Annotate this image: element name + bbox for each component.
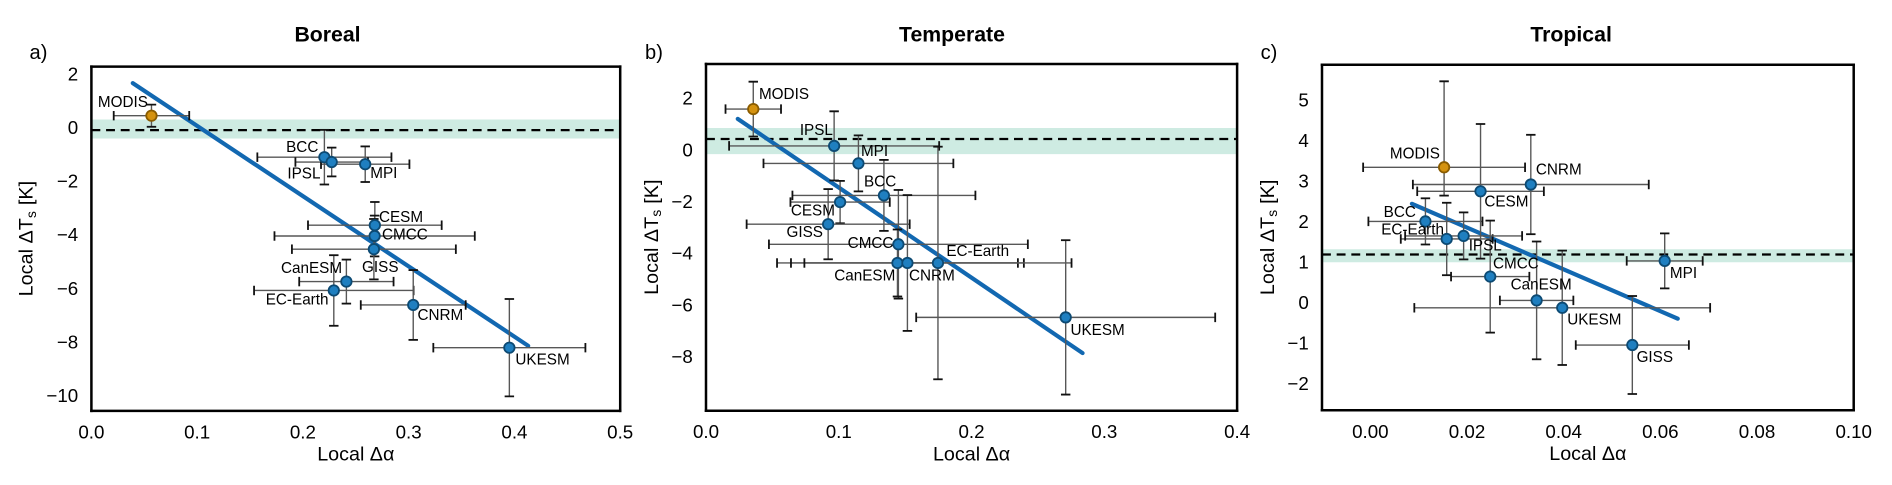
- svg-text:a): a): [30, 42, 48, 64]
- svg-text:2: 2: [682, 88, 692, 109]
- svg-text:−4: −4: [671, 243, 692, 264]
- svg-text:CESM: CESM: [379, 209, 423, 226]
- svg-text:2: 2: [68, 63, 78, 84]
- svg-text:EC-Earth: EC-Earth: [266, 292, 329, 309]
- svg-text:−1: −1: [1287, 332, 1308, 353]
- svg-text:BCC: BCC: [1384, 204, 1416, 221]
- svg-text:MODIS: MODIS: [98, 94, 148, 111]
- svg-text:Boreal: Boreal: [294, 22, 360, 46]
- svg-text:CESM: CESM: [1484, 194, 1528, 211]
- svg-text:0.08: 0.08: [1739, 421, 1776, 442]
- svg-text:−6: −6: [671, 294, 692, 315]
- svg-text:b): b): [645, 42, 663, 64]
- svg-text:−2: −2: [671, 191, 692, 212]
- svg-text:CMCC: CMCC: [848, 235, 894, 252]
- svg-text:MODIS: MODIS: [1390, 145, 1440, 162]
- svg-text:0.1: 0.1: [826, 421, 852, 442]
- svg-text:−6: −6: [57, 278, 78, 299]
- svg-text:L o c a: L o c a l Δ T [ K ] s: [13, 175, 39, 297]
- svg-text:Local Δα: Local Δα: [317, 444, 394, 466]
- svg-text:EC-Earth: EC-Earth: [1381, 221, 1444, 238]
- svg-text:CESM: CESM: [791, 202, 835, 219]
- svg-text:−8: −8: [57, 331, 78, 352]
- svg-text:IPSL: IPSL: [1469, 237, 1502, 254]
- svg-text:CNRM: CNRM: [1536, 161, 1582, 178]
- svg-text:BCC: BCC: [286, 139, 318, 156]
- svg-text:0: 0: [1298, 292, 1308, 313]
- svg-text:MPI: MPI: [1670, 265, 1697, 282]
- svg-text:GISS: GISS: [786, 224, 822, 241]
- svg-text:GISS: GISS: [1637, 349, 1673, 366]
- svg-text:Tropical: Tropical: [1530, 23, 1611, 47]
- svg-text:0.3: 0.3: [396, 421, 422, 442]
- svg-text:CanESM: CanESM: [834, 268, 895, 285]
- svg-text:0: 0: [68, 117, 78, 138]
- svg-text:L o c a: L o c a l Δ T [ K ] s: [638, 173, 664, 295]
- svg-text:−4: −4: [57, 224, 78, 245]
- svg-text:2: 2: [1298, 211, 1308, 232]
- svg-text:0.3: 0.3: [1091, 421, 1117, 442]
- svg-text:L o c a: L o c a l Δ T [ K ] s: [1254, 173, 1280, 295]
- svg-text:UKESM: UKESM: [1567, 311, 1621, 328]
- svg-text:0.0: 0.0: [693, 421, 719, 442]
- svg-text:IPSL: IPSL: [287, 166, 320, 183]
- svg-text:0.4: 0.4: [1224, 421, 1250, 442]
- svg-text:−8: −8: [671, 346, 692, 367]
- svg-text:MPI: MPI: [370, 165, 397, 182]
- svg-text:UKESM: UKESM: [1070, 322, 1124, 339]
- svg-text:BCC: BCC: [864, 174, 896, 191]
- svg-text:4: 4: [1298, 130, 1308, 151]
- svg-text:GISS: GISS: [362, 259, 398, 276]
- svg-text:Temperate: Temperate: [899, 22, 1005, 46]
- svg-text:0.06: 0.06: [1642, 421, 1679, 442]
- svg-text:−2: −2: [1287, 373, 1308, 394]
- svg-text:0: 0: [682, 139, 692, 160]
- svg-text:UKESM: UKESM: [515, 351, 569, 368]
- svg-text:0.2: 0.2: [959, 421, 985, 442]
- svg-text:0.00: 0.00: [1352, 421, 1389, 442]
- svg-text:0.10: 0.10: [1835, 421, 1872, 442]
- svg-text:CanESM: CanESM: [281, 260, 342, 277]
- svg-text:5: 5: [1298, 89, 1308, 110]
- svg-text:CanESM: CanESM: [1511, 277, 1572, 294]
- svg-text:0.0: 0.0: [78, 421, 104, 442]
- svg-text:CMCC: CMCC: [382, 226, 428, 243]
- svg-text:Local Δα: Local Δα: [1549, 443, 1626, 465]
- svg-text:Local Δα: Local Δα: [933, 444, 1010, 466]
- svg-text:MODIS: MODIS: [759, 86, 809, 103]
- svg-text:IPSL: IPSL: [800, 122, 833, 139]
- svg-text:c): c): [1261, 42, 1278, 64]
- svg-text:MPI: MPI: [861, 143, 888, 160]
- svg-text:CNRM: CNRM: [417, 307, 463, 324]
- svg-text:0.4: 0.4: [501, 421, 527, 442]
- svg-text:EC-Earth: EC-Earth: [946, 243, 1009, 260]
- svg-text:CMCC: CMCC: [1493, 255, 1539, 272]
- svg-text:0.04: 0.04: [1545, 421, 1582, 442]
- svg-text:0.02: 0.02: [1449, 421, 1486, 442]
- svg-text:CNRM: CNRM: [909, 268, 955, 285]
- svg-text:0.1: 0.1: [184, 421, 210, 442]
- svg-text:−2: −2: [57, 171, 78, 192]
- svg-text:−10: −10: [46, 385, 78, 406]
- svg-text:3: 3: [1298, 170, 1308, 191]
- svg-text:0.5: 0.5: [607, 421, 633, 442]
- svg-text:1: 1: [1298, 251, 1308, 272]
- svg-text:0.2: 0.2: [290, 421, 316, 442]
